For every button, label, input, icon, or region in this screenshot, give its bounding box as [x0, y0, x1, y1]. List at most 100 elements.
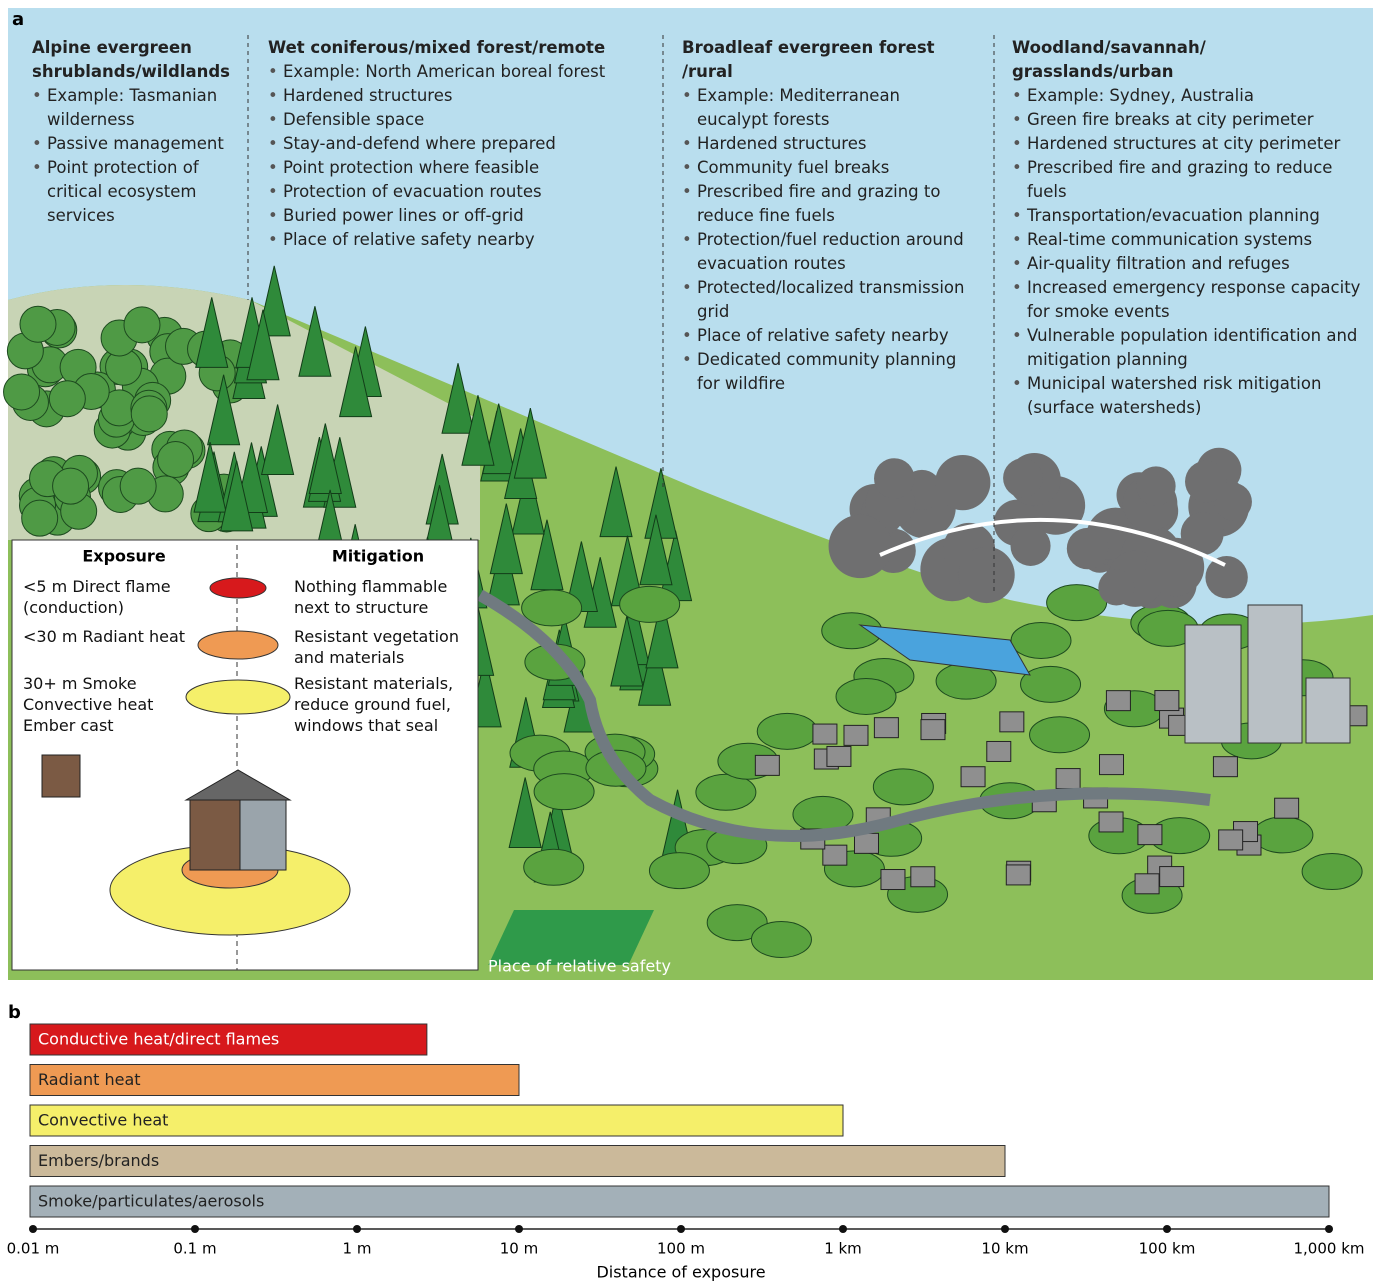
panel-label: a	[12, 9, 24, 30]
house	[1055, 768, 1081, 790]
column-item: Increased emergency response capacity fo…	[1012, 276, 1367, 324]
tick-mark	[1001, 1225, 1009, 1233]
house	[1154, 690, 1180, 712]
mitigation-line: windows that seal	[294, 716, 439, 735]
conifer	[338, 346, 373, 418]
smoke-arrow	[879, 517, 1226, 567]
broadleaf-tree	[1010, 622, 1072, 660]
bar	[29, 1064, 520, 1096]
conifer	[206, 374, 241, 446]
house	[1105, 690, 1131, 712]
mitigation-line: and materials	[294, 648, 405, 667]
column-item: Example: Tasmanian wilderness	[32, 84, 237, 132]
broadleaf-tree	[523, 848, 585, 886]
mitigation-line: Resistant materials,	[294, 674, 454, 693]
conifer	[461, 395, 495, 466]
exposure-line: (conduction)	[23, 598, 124, 617]
house	[999, 711, 1025, 733]
house	[812, 723, 838, 745]
burning-house	[41, 754, 81, 798]
shrub	[48, 380, 86, 418]
conifer	[195, 297, 229, 368]
house	[1005, 864, 1031, 886]
column-item: Point protection of critical ecosystem s…	[32, 156, 237, 228]
house	[826, 745, 852, 767]
panel-label: b	[8, 1002, 21, 1023]
house	[843, 724, 869, 746]
column-item: Transportation/evacuation planning	[1012, 204, 1367, 228]
column-item: Defensible space	[268, 108, 638, 132]
column-item: Municipal watershed risk mitigation (sur…	[1012, 372, 1367, 420]
conifer	[637, 635, 672, 706]
column-item: Hardened structures	[268, 84, 638, 108]
tick-mark	[29, 1225, 37, 1233]
column-item: Example: North American boreal forest	[268, 60, 638, 84]
smoke-zone	[185, 679, 291, 715]
broadleaf-tree	[619, 585, 681, 623]
exposure: <30 m Radiant heat	[23, 626, 185, 647]
column-item: Green fire breaks at city perimeter	[1012, 108, 1367, 132]
smoke	[1205, 556, 1248, 599]
conifer	[260, 404, 295, 476]
conifer	[610, 615, 644, 687]
smoke	[1098, 569, 1135, 606]
x-tick-label: 100 m	[657, 1240, 705, 1258]
column-item: Point protection where feasible	[268, 156, 638, 180]
house	[960, 766, 986, 788]
house	[853, 832, 879, 854]
house	[1212, 756, 1238, 778]
column-title: Broadleaf evergreen forest /rural	[682, 38, 935, 81]
exposure-line: Ember cast	[23, 716, 114, 735]
bar-label: Convective heat	[38, 1111, 168, 1130]
house	[1098, 811, 1124, 833]
house	[910, 866, 936, 888]
shrub	[119, 467, 157, 505]
column-item: Real-time communication systems	[1012, 228, 1367, 252]
conifer	[599, 466, 633, 538]
mitigation-line: Nothing flammable	[294, 577, 448, 596]
broadleaf-tree	[756, 712, 818, 750]
tick-mark	[515, 1225, 523, 1233]
tick-mark	[191, 1225, 199, 1233]
column-item: Protection of evacuation routes	[268, 180, 638, 204]
broadleaf-tree	[706, 904, 768, 942]
bar	[29, 1185, 1330, 1218]
column-item: Air-quality filtration and refuges	[1012, 252, 1367, 276]
house	[986, 740, 1012, 762]
column-item: Prescribed fire and grazing to reduce fi…	[682, 180, 972, 228]
x-tick-label: 1 km	[824, 1240, 862, 1258]
conifer	[441, 363, 475, 434]
conifer	[298, 306, 332, 377]
column-item: Protected/localized transmission grid	[682, 276, 972, 324]
column-item: Example: Mediterranean eucalypt forests	[682, 84, 972, 132]
house	[754, 754, 780, 776]
house	[1218, 829, 1244, 851]
tick-mark	[1325, 1225, 1333, 1233]
broadleaf-tree	[1020, 665, 1082, 703]
broadleaf-tree	[750, 921, 812, 959]
strategy-column: Woodland/savannah/ grasslands/urban Examp…	[1012, 36, 1367, 420]
tick-mark	[677, 1225, 685, 1233]
column-item: Passive management	[32, 132, 237, 156]
smoke	[1136, 466, 1176, 506]
shrub	[157, 441, 195, 479]
broadleaf-tree	[835, 677, 897, 715]
column-item: Vulnerable population identification and…	[1012, 324, 1367, 372]
tower	[1305, 677, 1351, 744]
broadleaf-tree	[1029, 716, 1091, 754]
smoke	[1003, 458, 1043, 498]
exposure-line: Convective heat	[23, 695, 154, 714]
radiant-zone	[197, 630, 279, 660]
column-item: Place of relative safety nearby	[682, 324, 972, 348]
exposure-line: 30+ m Smoke	[23, 674, 137, 693]
conifer	[508, 777, 542, 848]
inset-header: Exposure	[82, 547, 166, 566]
conifer	[246, 309, 280, 381]
house	[1274, 797, 1300, 819]
column-item: Dedicated community planning for wildfir…	[682, 348, 972, 396]
tower	[1184, 624, 1242, 744]
smoke	[1185, 460, 1227, 503]
smoke	[874, 458, 915, 499]
tick-mark	[839, 1225, 847, 1233]
column-item: Place of relative safety nearby	[268, 228, 638, 252]
